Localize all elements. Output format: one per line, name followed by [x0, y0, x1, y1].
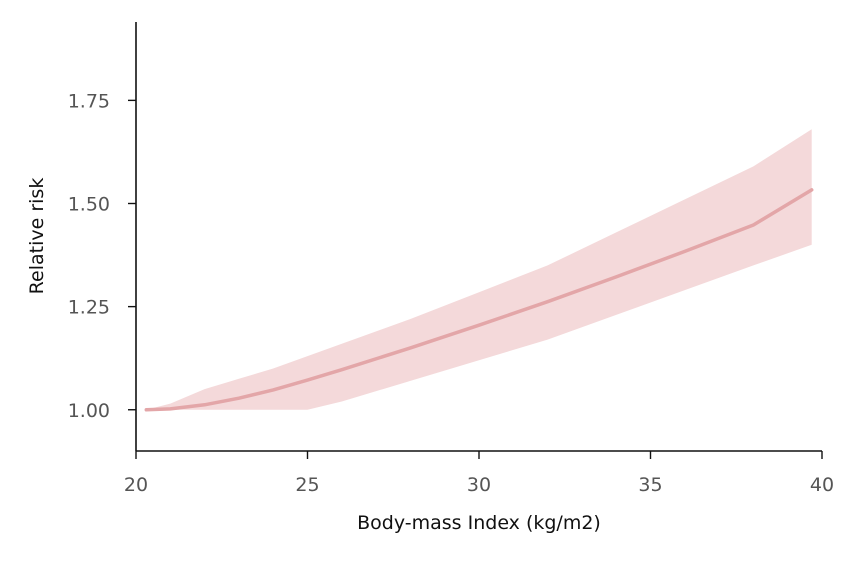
y-axis-ticks: 1.00 1.25 1.50 1.75 [68, 90, 136, 422]
x-tick-label: 35 [638, 474, 662, 496]
x-tick-label: 25 [295, 474, 319, 496]
x-tick-label: 20 [124, 474, 148, 496]
x-axis-ticks: 20 25 30 35 40 [124, 451, 834, 496]
x-axis-title: Body-mass Index (kg/m2) [357, 512, 601, 534]
x-tick-label: 30 [467, 474, 491, 496]
y-tick-label: 1.25 [68, 297, 110, 319]
plot-area [144, 129, 814, 412]
y-tick-label: 1.50 [68, 194, 110, 216]
y-tick-label: 1.75 [68, 90, 110, 112]
y-axis-title: Relative risk [26, 178, 48, 295]
relative-risk-line [144, 188, 814, 412]
confidence-band [146, 129, 812, 410]
y-tick-label: 1.00 [68, 400, 110, 422]
x-tick-label: 40 [810, 474, 834, 496]
